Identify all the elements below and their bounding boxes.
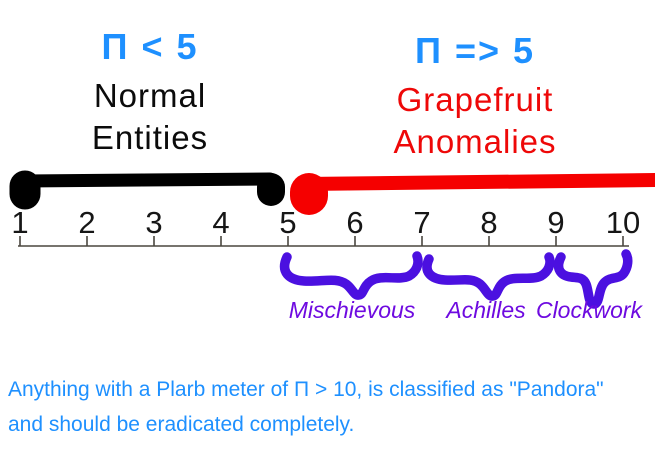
normal-title-line2: Entities	[91, 119, 209, 156]
grapefruit-anomalies-header: Π => 5	[350, 30, 600, 72]
tick-label-9: 9	[547, 205, 565, 240]
pandora-note-line1: Anything with a Plarb meter of Π > 10, i…	[8, 378, 604, 401]
pi-greater-equal-5-formula: Π => 5	[414, 30, 536, 71]
normal-range-bar	[9, 170, 285, 210]
mischievous-brace	[279, 251, 423, 300]
clockwork-label: Clockwork	[535, 297, 643, 323]
achilles-label: Achilles	[446, 297, 526, 323]
normal-title-line1: Normal	[93, 77, 207, 114]
pandora-note: Anything with a Plarb meter of Π > 10, i…	[8, 372, 604, 442]
normal-entities-header: Π < 5	[30, 26, 270, 68]
achilles-brace	[422, 252, 555, 301]
tick-label-10: 10	[605, 205, 641, 240]
tick-label-3: 3	[145, 205, 163, 240]
pandora-note-line2: and should be eradicated completely.	[8, 413, 355, 436]
tick-label-2: 2	[78, 205, 96, 240]
tick-label-8: 8	[480, 205, 498, 240]
mischievous-label: Mischievous	[288, 297, 416, 323]
anomaly-range-bar	[290, 173, 655, 215]
tick-label-1: 1	[11, 205, 29, 240]
clockwork-brace	[553, 249, 633, 309]
sub-region-braces	[279, 249, 633, 309]
tick-label-5: 5	[279, 205, 297, 240]
tick-label-6: 6	[346, 205, 364, 240]
number-line-axis	[18, 236, 629, 247]
grapefruit-title-line2: Anomalies	[393, 123, 557, 160]
tick-label-7: 7	[413, 205, 431, 240]
grapefruit-title-line1: Grapefruit	[396, 81, 554, 118]
pi-less-than-5-formula: Π < 5	[101, 26, 199, 67]
tick-label-4: 4	[212, 205, 230, 240]
